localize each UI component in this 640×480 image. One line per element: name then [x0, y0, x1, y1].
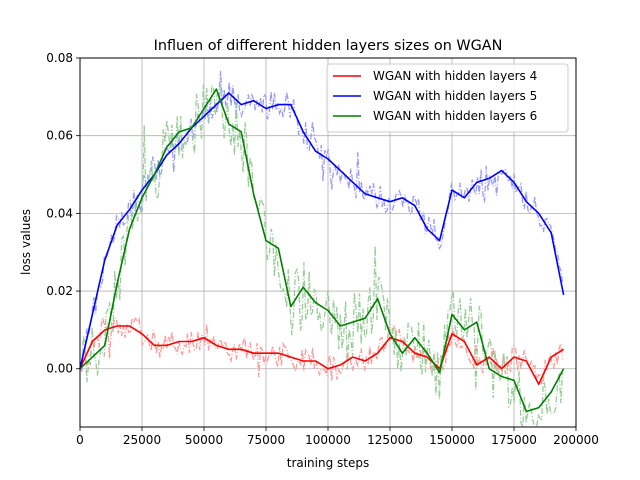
y-tick-label: 0.08: [46, 51, 73, 65]
x-tick-label: 200000: [553, 433, 599, 447]
x-tick-label: 125000: [367, 433, 413, 447]
y-tick-label: 0.06: [46, 129, 73, 143]
legend-box: [326, 63, 569, 133]
chart-title: Influen of different hidden layers sizes…: [154, 38, 503, 54]
y-axis: 0.00 0.02 0.04 0.06 0.08: [46, 51, 80, 376]
legend-label-2: WGAN with hidden layers 5: [373, 89, 537, 103]
legend: WGAN with hidden layers 4 WGAN with hidde…: [326, 63, 569, 133]
y-axis-label: loss values: [19, 209, 33, 275]
series-line-2: [79, 92, 565, 369]
raw-series-line-1: [79, 316, 564, 386]
x-tick-label: 150000: [429, 433, 475, 447]
legend-label-3: WGAN with hidden layers 6: [373, 109, 537, 123]
series-line-3: [79, 88, 565, 413]
x-tick-label: 50000: [185, 433, 223, 447]
x-tick-label: 75000: [247, 433, 285, 447]
x-tick-label: 100000: [305, 433, 351, 447]
y-tick-label: 0.02: [46, 284, 73, 298]
x-tick-label: 175000: [491, 433, 537, 447]
series-layer: [79, 88, 565, 413]
x-axis: 0 25000 50000 75000 100000 125000 150000 175000…: [76, 427, 599, 447]
y-tick-label: 0.00: [46, 362, 73, 376]
series-line-1: [79, 325, 565, 386]
raw-series-line-2: [79, 70, 564, 371]
x-tick-label: 25000: [123, 433, 161, 447]
x-tick-label: 0: [76, 433, 84, 447]
legend-label-1: WGAN with hidden layers 4: [373, 69, 537, 83]
y-tick-label: 0.04: [46, 206, 73, 220]
x-axis-label: training steps: [287, 456, 370, 470]
